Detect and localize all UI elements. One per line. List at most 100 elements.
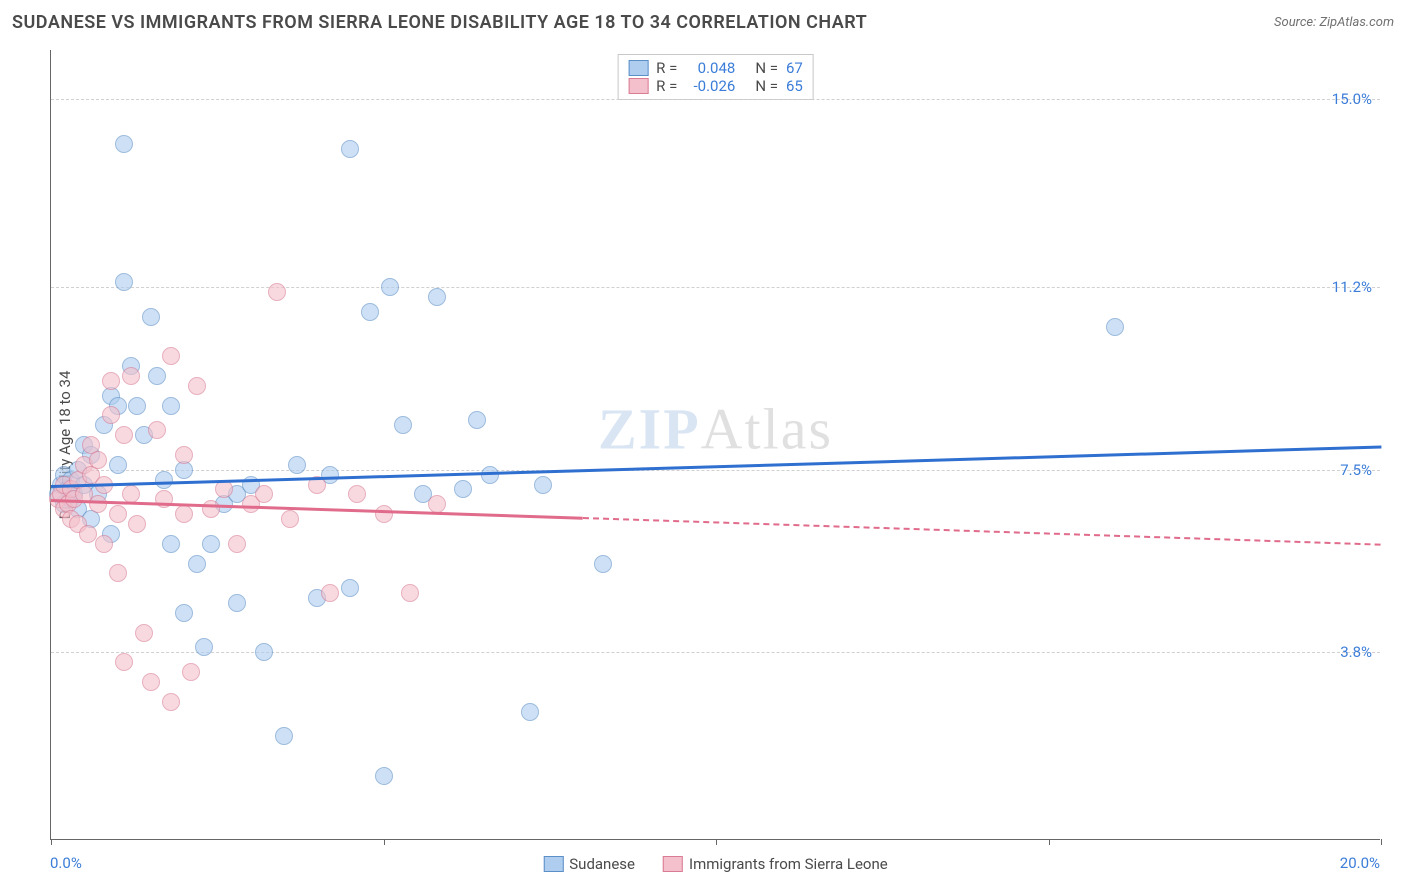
data-point	[188, 555, 206, 573]
legend-swatch	[663, 856, 683, 872]
data-point	[115, 135, 133, 153]
data-point	[162, 693, 180, 711]
legend-series-label: Immigrants from Sierra Leone	[689, 855, 888, 873]
legend-n-label: N =	[755, 59, 778, 77]
data-point	[348, 485, 366, 503]
data-point	[288, 456, 306, 474]
data-point	[175, 505, 193, 523]
data-point	[534, 476, 552, 494]
legend-series-item: Sudanese	[543, 855, 635, 873]
data-point	[341, 140, 359, 158]
legend-swatch	[543, 856, 563, 872]
data-point	[162, 535, 180, 553]
data-point	[102, 406, 120, 424]
legend-n-value: 65	[786, 77, 803, 95]
trend-line	[583, 517, 1381, 546]
data-point	[102, 372, 120, 390]
x-tick	[1381, 839, 1382, 845]
data-point	[341, 579, 359, 597]
data-point	[401, 584, 419, 602]
chart-title: SUDANESE VS IMMIGRANTS FROM SIERRA LEONE…	[12, 12, 867, 33]
data-point	[95, 535, 113, 553]
data-point	[89, 495, 107, 513]
data-point	[428, 495, 446, 513]
x-tick	[384, 839, 385, 845]
data-point	[361, 303, 379, 321]
y-tick-label: 7.5%	[1340, 461, 1372, 479]
data-point	[109, 456, 127, 474]
data-point	[109, 505, 127, 523]
x-axis-origin-label: 0.0%	[50, 854, 82, 872]
data-point	[115, 426, 133, 444]
data-point	[162, 397, 180, 415]
data-point	[175, 604, 193, 622]
data-point	[215, 480, 233, 498]
gridline	[51, 99, 1380, 100]
x-axis-end-label: 20.0%	[1340, 854, 1380, 872]
data-point	[175, 446, 193, 464]
data-point	[321, 584, 339, 602]
data-point	[281, 510, 299, 528]
data-point	[148, 367, 166, 385]
data-point	[428, 288, 446, 306]
data-point	[381, 278, 399, 296]
data-point	[255, 485, 273, 503]
legend-r-value: 0.048	[685, 59, 735, 77]
chart-header: SUDANESE VS IMMIGRANTS FROM SIERRA LEONE…	[12, 12, 1394, 33]
data-point	[142, 308, 160, 326]
data-point	[228, 535, 246, 553]
data-point	[128, 397, 146, 415]
legend-r-label: R =	[656, 77, 677, 95]
legend-series-item: Immigrants from Sierra Leone	[663, 855, 888, 873]
data-point	[115, 273, 133, 291]
data-point	[375, 767, 393, 785]
legend-series-label: Sudanese	[569, 855, 635, 873]
data-point	[468, 411, 486, 429]
data-point	[228, 594, 246, 612]
data-point	[594, 555, 612, 573]
legend-swatch	[628, 78, 648, 94]
data-point	[521, 703, 539, 721]
data-point	[195, 638, 213, 656]
y-tick-label: 11.2%	[1332, 278, 1372, 296]
data-point	[188, 377, 206, 395]
gridline	[51, 287, 1380, 288]
legend-row: R = 0.048 N = 67	[628, 59, 803, 77]
gridline	[51, 652, 1380, 653]
data-point	[148, 421, 166, 439]
y-tick-label: 3.8%	[1340, 643, 1372, 661]
legend-r-value: -0.026	[685, 77, 735, 95]
correlation-legend: R = 0.048 N = 67 R = -0.026 N = 65	[617, 54, 814, 100]
data-point	[394, 416, 412, 434]
data-point	[275, 727, 293, 745]
data-point	[79, 525, 97, 543]
data-point	[89, 451, 107, 469]
series-legend: Sudanese Immigrants from Sierra Leone	[543, 855, 887, 873]
legend-swatch	[628, 60, 648, 76]
chart-source: Source: ZipAtlas.com	[1274, 15, 1394, 30]
x-tick	[716, 839, 717, 845]
data-point	[162, 347, 180, 365]
legend-n-label: N =	[755, 77, 778, 95]
data-point	[268, 283, 286, 301]
data-point	[255, 643, 273, 661]
data-point	[109, 564, 127, 582]
data-point	[375, 505, 393, 523]
legend-row: R = -0.026 N = 65	[628, 77, 803, 95]
gridline	[51, 470, 1380, 471]
legend-n-value: 67	[786, 59, 803, 77]
x-tick	[1049, 839, 1050, 845]
legend-r-label: R =	[656, 59, 677, 77]
watermark: ZIPAtlas	[598, 395, 833, 462]
data-point	[155, 490, 173, 508]
data-point	[1106, 318, 1124, 336]
data-point	[135, 624, 153, 642]
x-tick	[51, 839, 52, 845]
trend-line	[51, 445, 1381, 487]
data-point	[155, 471, 173, 489]
data-point	[142, 673, 160, 691]
data-point	[202, 500, 220, 518]
data-point	[128, 515, 146, 533]
y-tick-label: 15.0%	[1332, 90, 1372, 108]
data-point	[202, 535, 220, 553]
